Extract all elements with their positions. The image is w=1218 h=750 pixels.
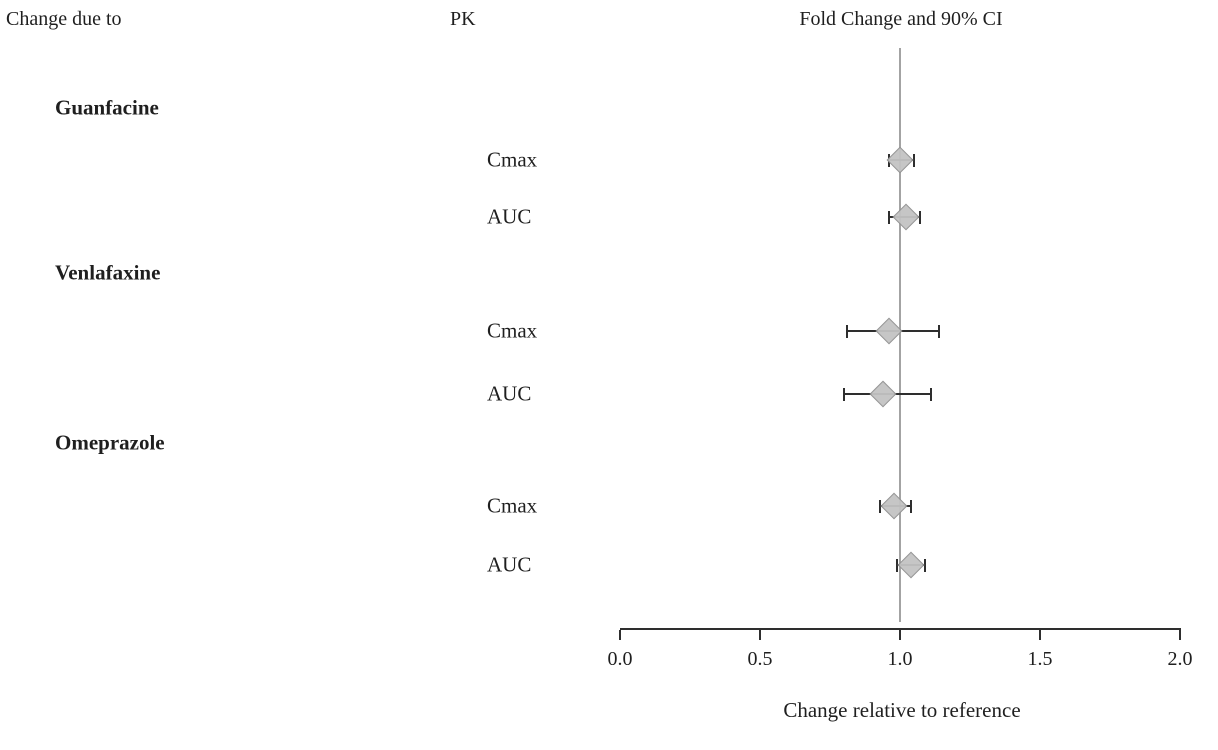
ci-cap-high xyxy=(938,325,941,338)
axis-tick-label: 1.0 xyxy=(887,648,913,670)
estimate-diamond xyxy=(886,146,914,174)
estimate-diamond xyxy=(892,203,920,231)
pk-param-label: Cmax xyxy=(487,147,538,172)
ci-cap-high xyxy=(910,500,913,513)
ci-cap-low xyxy=(843,388,845,401)
axis-tick xyxy=(899,630,901,640)
x-axis-title: Change relative to reference xyxy=(783,698,1021,722)
axis-tick xyxy=(759,630,761,640)
column-header-change-due-to: Change due to xyxy=(6,8,122,30)
reference-line xyxy=(899,48,901,622)
axis-tick-label: 0.0 xyxy=(607,648,633,670)
pk-param-label: Cmax xyxy=(487,318,538,343)
ci-cap-high xyxy=(913,154,915,167)
estimate-diamond xyxy=(897,551,925,579)
axis-tick-label: 1.5 xyxy=(1027,648,1053,670)
pk-param-label: Cmax xyxy=(487,493,538,518)
ci-cap-low xyxy=(879,500,882,513)
group-label-venlafaxine: Venlafaxine xyxy=(55,260,161,285)
ci-cap-high xyxy=(924,559,927,572)
x-axis-line xyxy=(620,628,1181,630)
column-header-pk: PK xyxy=(450,8,476,30)
pk-param-label: AUC xyxy=(487,552,532,577)
ci-cap-high xyxy=(918,211,921,224)
axis-tick xyxy=(619,630,621,640)
pk-param-label: AUC xyxy=(487,381,532,406)
axis-tick-label: 2.0 xyxy=(1167,648,1193,670)
estimate-diamond xyxy=(880,492,908,520)
group-label-guanfacine: Guanfacine xyxy=(55,95,159,120)
axis-tick xyxy=(1039,630,1041,640)
axis-tick xyxy=(1179,630,1181,640)
ci-cap-high xyxy=(929,388,932,401)
ci-cap-low xyxy=(887,211,890,224)
ci-cap-low xyxy=(896,559,899,572)
group-label-omeprazole: Omeprazole xyxy=(55,430,165,455)
axis-tick-label: 0.5 xyxy=(747,648,773,670)
pk-param-label: AUC xyxy=(487,204,532,229)
column-header-fold-change: Fold Change and 90% CI xyxy=(799,8,1003,30)
ci-cap-low xyxy=(845,325,848,338)
estimate-diamond xyxy=(869,380,897,408)
